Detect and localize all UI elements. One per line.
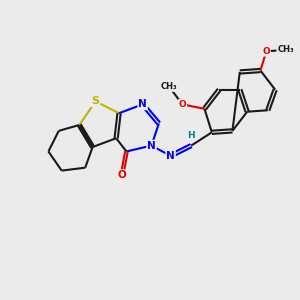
Text: CH₃: CH₃ bbox=[161, 82, 178, 91]
Text: O: O bbox=[262, 47, 270, 56]
Text: O: O bbox=[118, 170, 126, 180]
Text: O: O bbox=[178, 100, 186, 109]
Text: H: H bbox=[188, 131, 195, 140]
Text: N: N bbox=[147, 141, 156, 151]
Text: S: S bbox=[92, 96, 100, 106]
Text: N: N bbox=[166, 151, 175, 161]
Text: N: N bbox=[138, 99, 147, 110]
Text: CH₃: CH₃ bbox=[277, 45, 294, 54]
